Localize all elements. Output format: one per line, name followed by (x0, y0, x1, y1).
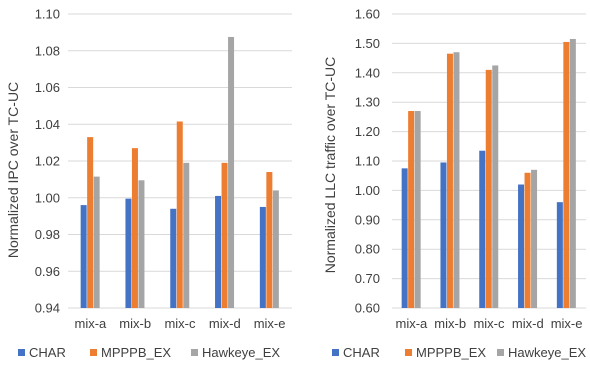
traffic-bar-mpppb-ex-mix-a (408, 111, 415, 309)
ipc-legend-label: CHAR (29, 345, 66, 360)
ipc-bar-char-mix-e (259, 206, 266, 308)
traffic-legend-label: MPPPB_EX (416, 345, 486, 360)
traffic-bar-char-mix-a (401, 168, 408, 308)
ipc-legend-label: Hawkeye_EX (202, 345, 280, 360)
traffic-x-ticks: mix-a mix-b mix-c mix-d mix-e (396, 316, 583, 331)
traffic-chart: 0.60 0.70 0.80 0.90 1.00 1.10 1.20 1.30 1.40 1.50… (322, 7, 586, 361)
traffic-legend: CHAR MPPPB_EX Hawkeye_EX (332, 345, 586, 360)
traffic-y-tick-label: 1.10 (355, 154, 380, 169)
traffic-x-tick-label: mix-d (512, 316, 544, 331)
ipc-bar-mpppb-ex-mix-b (131, 148, 138, 308)
ipc-bar-hawkeye-ex-mix-c (183, 162, 190, 308)
ipc-legend-swatch (90, 349, 97, 356)
traffic-y-tick-label: 1.40 (355, 65, 380, 80)
traffic-y-tick-label: 1.30 (355, 95, 380, 110)
traffic-x-tick-label: mix-a (396, 316, 429, 331)
traffic-bar-hawkeye-ex-mix-b (453, 52, 460, 308)
traffic-bar-hawkeye-ex-mix-a (414, 111, 421, 309)
ipc-x-ticks: mix-a mix-b mix-c mix-d mix-e (75, 316, 286, 331)
ipc-bar-mpppb-ex-mix-e (266, 172, 273, 308)
ipc-chart: 0.94 0.96 0.98 1.00 1.02 1.04 1.06 1.08 1.10 mix… (5, 7, 292, 360)
ipc-bar-mpppb-ex-mix-a (87, 137, 94, 308)
traffic-bar-char-mix-d (518, 184, 525, 308)
traffic-x-tick-label: mix-c (473, 316, 505, 331)
ipc-bars (80, 36, 279, 309)
ipc-y-tick-label: 0.94 (35, 301, 60, 316)
ipc-x-tick-label: mix-c (164, 316, 196, 331)
traffic-bar-char-mix-c (479, 150, 486, 308)
ipc-bar-hawkeye-ex-mix-d (228, 36, 235, 308)
traffic-y-tick-label: 0.90 (355, 212, 380, 227)
ipc-x-tick-label: mix-a (75, 316, 108, 331)
traffic-y-tick-label: 0.80 (355, 242, 380, 257)
traffic-y-ticks: 0.60 0.70 0.80 0.90 1.00 1.10 1.20 1.30 1.40 1.50… (355, 7, 380, 316)
ipc-legend: CHAR MPPPB_EX Hawkeye_EX (18, 345, 280, 360)
ipc-bar-char-mix-c (170, 208, 177, 308)
ipc-legend-label: MPPPB_EX (101, 345, 171, 360)
ipc-bar-hawkeye-ex-mix-a (93, 176, 100, 308)
traffic-y-tick-label: 1.20 (355, 124, 380, 139)
traffic-legend-swatch (332, 349, 339, 356)
ipc-y-tick-label: 1.10 (35, 7, 60, 22)
ipc-x-tick-label: mix-e (254, 316, 286, 331)
ipc-y-tick-label: 1.02 (35, 154, 60, 169)
ipc-y-tick-label: 1.06 (35, 80, 60, 95)
traffic-bar-hawkeye-ex-mix-d (531, 169, 538, 308)
traffic-bar-hawkeye-ex-mix-e (569, 38, 576, 309)
ipc-bar-char-mix-b (125, 198, 132, 308)
traffic-legend-swatch (405, 349, 412, 356)
ipc-legend-swatch (191, 349, 198, 356)
ipc-x-tick-label: mix-b (119, 316, 151, 331)
traffic-y-tick-label: 0.60 (355, 301, 380, 316)
traffic-y-tick-label: 0.70 (355, 271, 380, 286)
traffic-bar-char-mix-e (556, 202, 563, 308)
ipc-y-tick-label: 1.04 (35, 117, 60, 132)
traffic-bar-char-mix-b (440, 162, 447, 308)
ipc-bar-char-mix-d (215, 195, 222, 308)
traffic-y-tick-label: 1.50 (355, 36, 380, 51)
ipc-legend-swatch (18, 349, 25, 356)
ipc-bar-hawkeye-ex-mix-b (138, 180, 145, 308)
ipc-bar-mpppb-ex-mix-c (176, 121, 183, 309)
traffic-bar-mpppb-ex-mix-c (485, 69, 492, 308)
traffic-x-tick-label: mix-e (551, 316, 583, 331)
traffic-bar-mpppb-ex-mix-b (446, 53, 453, 308)
ipc-x-tick-label: mix-d (209, 316, 241, 331)
traffic-bar-mpppb-ex-mix-d (524, 172, 531, 308)
ipc-y-tick-label: 1.08 (35, 43, 60, 58)
traffic-y-axis-label: Normalized LLC traffic over TC-UC (322, 57, 338, 274)
traffic-y-tick-label: 1.00 (355, 183, 380, 198)
traffic-legend-label: CHAR (343, 345, 380, 360)
ipc-bar-char-mix-a (80, 205, 87, 308)
ipc-y-tick-label: 1.00 (35, 190, 60, 205)
traffic-y-tick-label: 1.60 (355, 7, 380, 22)
ipc-bar-hawkeye-ex-mix-e (272, 190, 279, 308)
ipc-bar-mpppb-ex-mix-d (221, 162, 228, 308)
traffic-x-tick-label: mix-b (434, 316, 466, 331)
ipc-y-axis-label: Normalized IPC over TC-UC (5, 82, 21, 258)
traffic-bar-mpppb-ex-mix-e (563, 41, 570, 309)
traffic-legend-label: Hawkeye_EX (508, 345, 586, 360)
traffic-bar-hawkeye-ex-mix-c (492, 65, 499, 308)
traffic-legend-swatch (497, 349, 504, 356)
ipc-y-tick-label: 0.98 (35, 227, 60, 242)
traffic-bars (401, 38, 576, 309)
ipc-y-tick-label: 0.96 (35, 264, 60, 279)
ipc-y-ticks: 0.94 0.96 0.98 1.00 1.02 1.04 1.06 1.08 1.10 (35, 7, 60, 316)
